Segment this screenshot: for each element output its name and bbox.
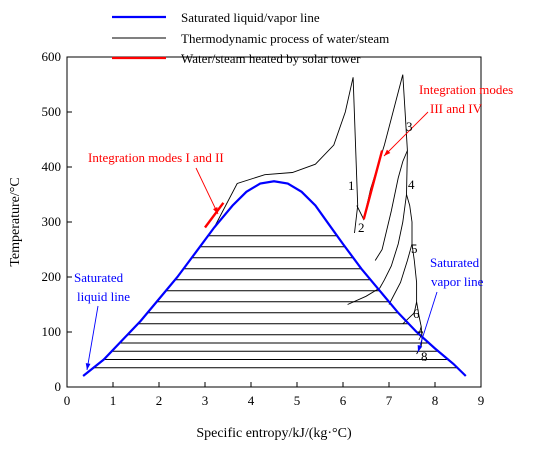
y-tick-label: 500 [42,104,62,119]
x-tick-label: 0 [64,393,71,408]
legend-label-solar: Water/steam heated by solar tower [181,51,361,66]
state-point-labels: 1 2 3 4 5 6 7 8 [348,119,428,364]
annotation-modes-3-4-line2: III and IV [430,101,483,116]
process-line [356,74,408,221]
state-point-label-2: 2 [358,220,365,235]
y-tick-label: 300 [42,214,62,229]
arrow-modes-3-4-head [384,149,391,156]
state-point-label-8: 8 [421,349,428,364]
y-tick-label: 400 [42,159,62,174]
y-tick-label: 600 [42,49,62,64]
legend-label-process: Thermodynamic process of water/steam [181,31,389,46]
process-line [416,301,422,335]
arrow-sat-vapor [417,291,438,353]
state-point-label-4: 4 [408,177,415,192]
y-axis-ticks: 0 100 200 300 400 500 600 [42,49,72,394]
arrow-modes-1-2-head [212,207,218,214]
y-tick-label: 0 [55,379,62,394]
state-point-label-1: 1 [348,178,355,193]
arrow-sat-liquid [86,305,99,371]
process-line [402,243,418,325]
process-line [374,150,408,261]
x-tick-label: 4 [248,393,255,408]
state-point-label-5: 5 [411,241,418,256]
annotation-modes-1-2: Integration modes I and II [88,150,224,165]
x-axis-ticks: 0 1 2 3 4 5 6 7 8 9 [64,382,485,408]
state-point-label-3: 3 [406,119,413,134]
isobar-lines [93,235,458,369]
x-tick-label: 9 [478,393,485,408]
solar-segment [204,202,225,229]
annotation-modes-3-4-line1: Integration modes [419,82,513,97]
legend-label-saturation: Saturated liquid/vapor line [181,10,320,25]
x-tick-label: 1 [110,393,117,408]
saturation-curve [82,180,467,377]
annotation-sat-vapor-line1: Saturated [430,255,480,270]
process-line [213,77,359,234]
x-tick-label: 6 [340,393,347,408]
legend: Saturated liquid/vapor line Thermodynami… [112,10,389,66]
x-axis-title: Specific entropy/kJ/(kg·°C) [196,426,352,441]
arrow-sat-vapor-head [417,345,423,352]
solar-segment [362,150,384,220]
process-lines [213,74,423,355]
process-line [347,287,381,305]
x-tick-label: 3 [202,393,209,408]
state-point-label-7: 7 [417,328,424,343]
y-tick-label: 100 [42,324,62,339]
saturation-line [82,180,467,377]
solar-heating-segments [204,150,384,229]
arrow-modes-3-4 [383,111,429,157]
arrow-sat-liquid-head [85,363,91,370]
annotation-arrows [85,111,438,371]
process-line [379,150,408,289]
x-tick-label: 7 [386,393,393,408]
arrow-modes-1-2 [195,167,219,215]
x-tick-label: 2 [156,393,163,408]
y-axis-title: Temperature/°C [8,177,23,266]
process-line [388,194,413,305]
annotation-sat-vapor-line2: vapor line [431,274,484,289]
y-tick-label: 200 [42,269,62,284]
x-tick-label: 8 [432,393,439,408]
annotation-sat-liquid-line2: liquid line [77,289,130,304]
annotation-sat-liquid-line1: Saturated [74,270,124,285]
state-point-label-6: 6 [413,306,420,321]
x-tick-label: 5 [294,393,301,408]
